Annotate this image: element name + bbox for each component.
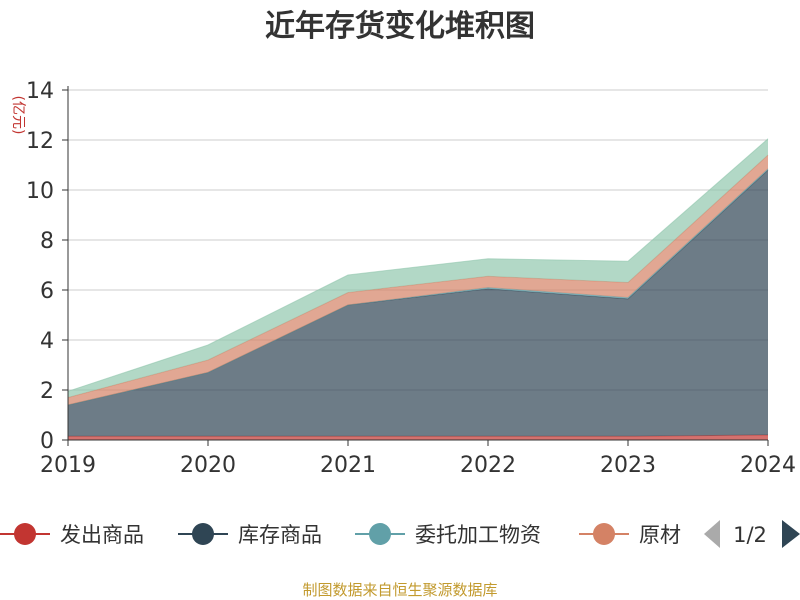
pager-label: 1/2 [733, 523, 767, 547]
x-tick-label: 2021 [320, 453, 376, 478]
y-tick-label: 4 [40, 329, 54, 354]
legend-label: 库存商品 [238, 523, 322, 547]
y-axis-unit-label: (亿元) [10, 96, 26, 135]
x-tick-label: 2020 [180, 453, 236, 478]
line-series-4 [67, 138, 769, 392]
area-series-1 [68, 170, 768, 437]
legend: 发出商品 库存商品 委托加工物资 原材 1/2 [0, 520, 800, 548]
legend-marker [369, 523, 391, 545]
legend-label: 委托加工物资 [415, 523, 541, 547]
y-tick-label: 12 [26, 129, 54, 154]
y-tick-label: 8 [40, 229, 54, 254]
legend-marker [14, 523, 36, 545]
area-series-4 [68, 138, 768, 398]
y-tick-label: 14 [26, 79, 54, 104]
area-series-group [67, 138, 769, 440]
pager-next-arrow-icon[interactable] [782, 520, 800, 548]
area-series-3 [68, 155, 768, 405]
pager-prev-arrow-icon[interactable] [704, 520, 720, 548]
x-tick-label: 2023 [600, 453, 656, 478]
y-tick-label: 2 [40, 379, 54, 404]
legend-marker [192, 523, 214, 545]
y-tick-label: 6 [40, 279, 54, 304]
chart-title: 近年存货变化堆积图 [265, 9, 535, 44]
y-tick-label: 0 [40, 429, 54, 454]
legend-label: 原材 [639, 523, 681, 547]
axes: 0 2 4 6 8 10 12 14 2019 2020 2021 2022 2023 2024 [26, 79, 796, 478]
legend-item[interactable]: 委托加工物资 [355, 523, 541, 547]
y-tick-label: 10 [26, 179, 54, 204]
x-tick-label: 2019 [40, 453, 96, 478]
source-note: 制图数据来自恒生聚源数据库 [302, 581, 497, 599]
area-series-0 [68, 435, 768, 440]
legend-label: 发出商品 [60, 523, 144, 547]
x-tick-label: 2024 [740, 453, 796, 478]
x-tick-label: 2022 [460, 453, 516, 478]
legend-marker [593, 523, 615, 545]
legend-item[interactable]: 原材 [579, 523, 681, 547]
legend-item[interactable]: 发出商品 [0, 523, 144, 547]
legend-item[interactable]: 库存商品 [178, 523, 322, 547]
